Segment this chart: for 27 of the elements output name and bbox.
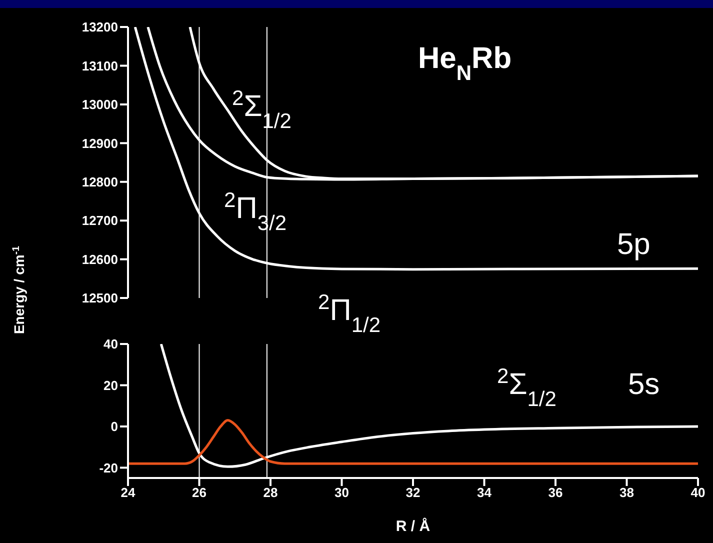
y-tick-label: 12500 (82, 290, 118, 306)
x-tick-label: 38 (620, 485, 634, 500)
annotation: $^{2}$Π$_{1/2}$ (318, 290, 381, 336)
y-tick-label: 12600 (82, 252, 118, 267)
x-tick-label: 28 (263, 485, 278, 500)
annotation: $^{2}$Σ$_{1/2}$ (497, 364, 556, 410)
x-tick-label: 30 (334, 485, 349, 500)
y-tick-label: 13000 (82, 97, 118, 112)
annotation: 5p (617, 228, 650, 261)
x-tick-label: 24 (120, 485, 136, 500)
x-tick-label: 40 (690, 485, 706, 500)
y-tick-label: 12800 (82, 174, 118, 190)
x-tick-label: 34 (477, 485, 492, 500)
y-tick-label: 40 (104, 336, 118, 352)
y-tick-label: 12700 (82, 213, 118, 228)
x-tick-label: 32 (406, 485, 420, 500)
y-tick-label: -20 (99, 460, 118, 476)
y-tick-label: 13200 (82, 20, 118, 35)
x-axis-title: R / Å (396, 517, 430, 535)
annotation: 5s (628, 368, 660, 401)
y-tick-label: 12900 (82, 136, 118, 151)
text: He$_{N}$Rb (418, 42, 512, 84)
x-tick-label: 36 (548, 485, 563, 500)
y-tick-label: 20 (104, 378, 118, 393)
y-tick-label: 0 (110, 419, 118, 434)
y-tick-label: 13100 (82, 58, 118, 74)
x-tick-label: 26 (192, 485, 206, 500)
